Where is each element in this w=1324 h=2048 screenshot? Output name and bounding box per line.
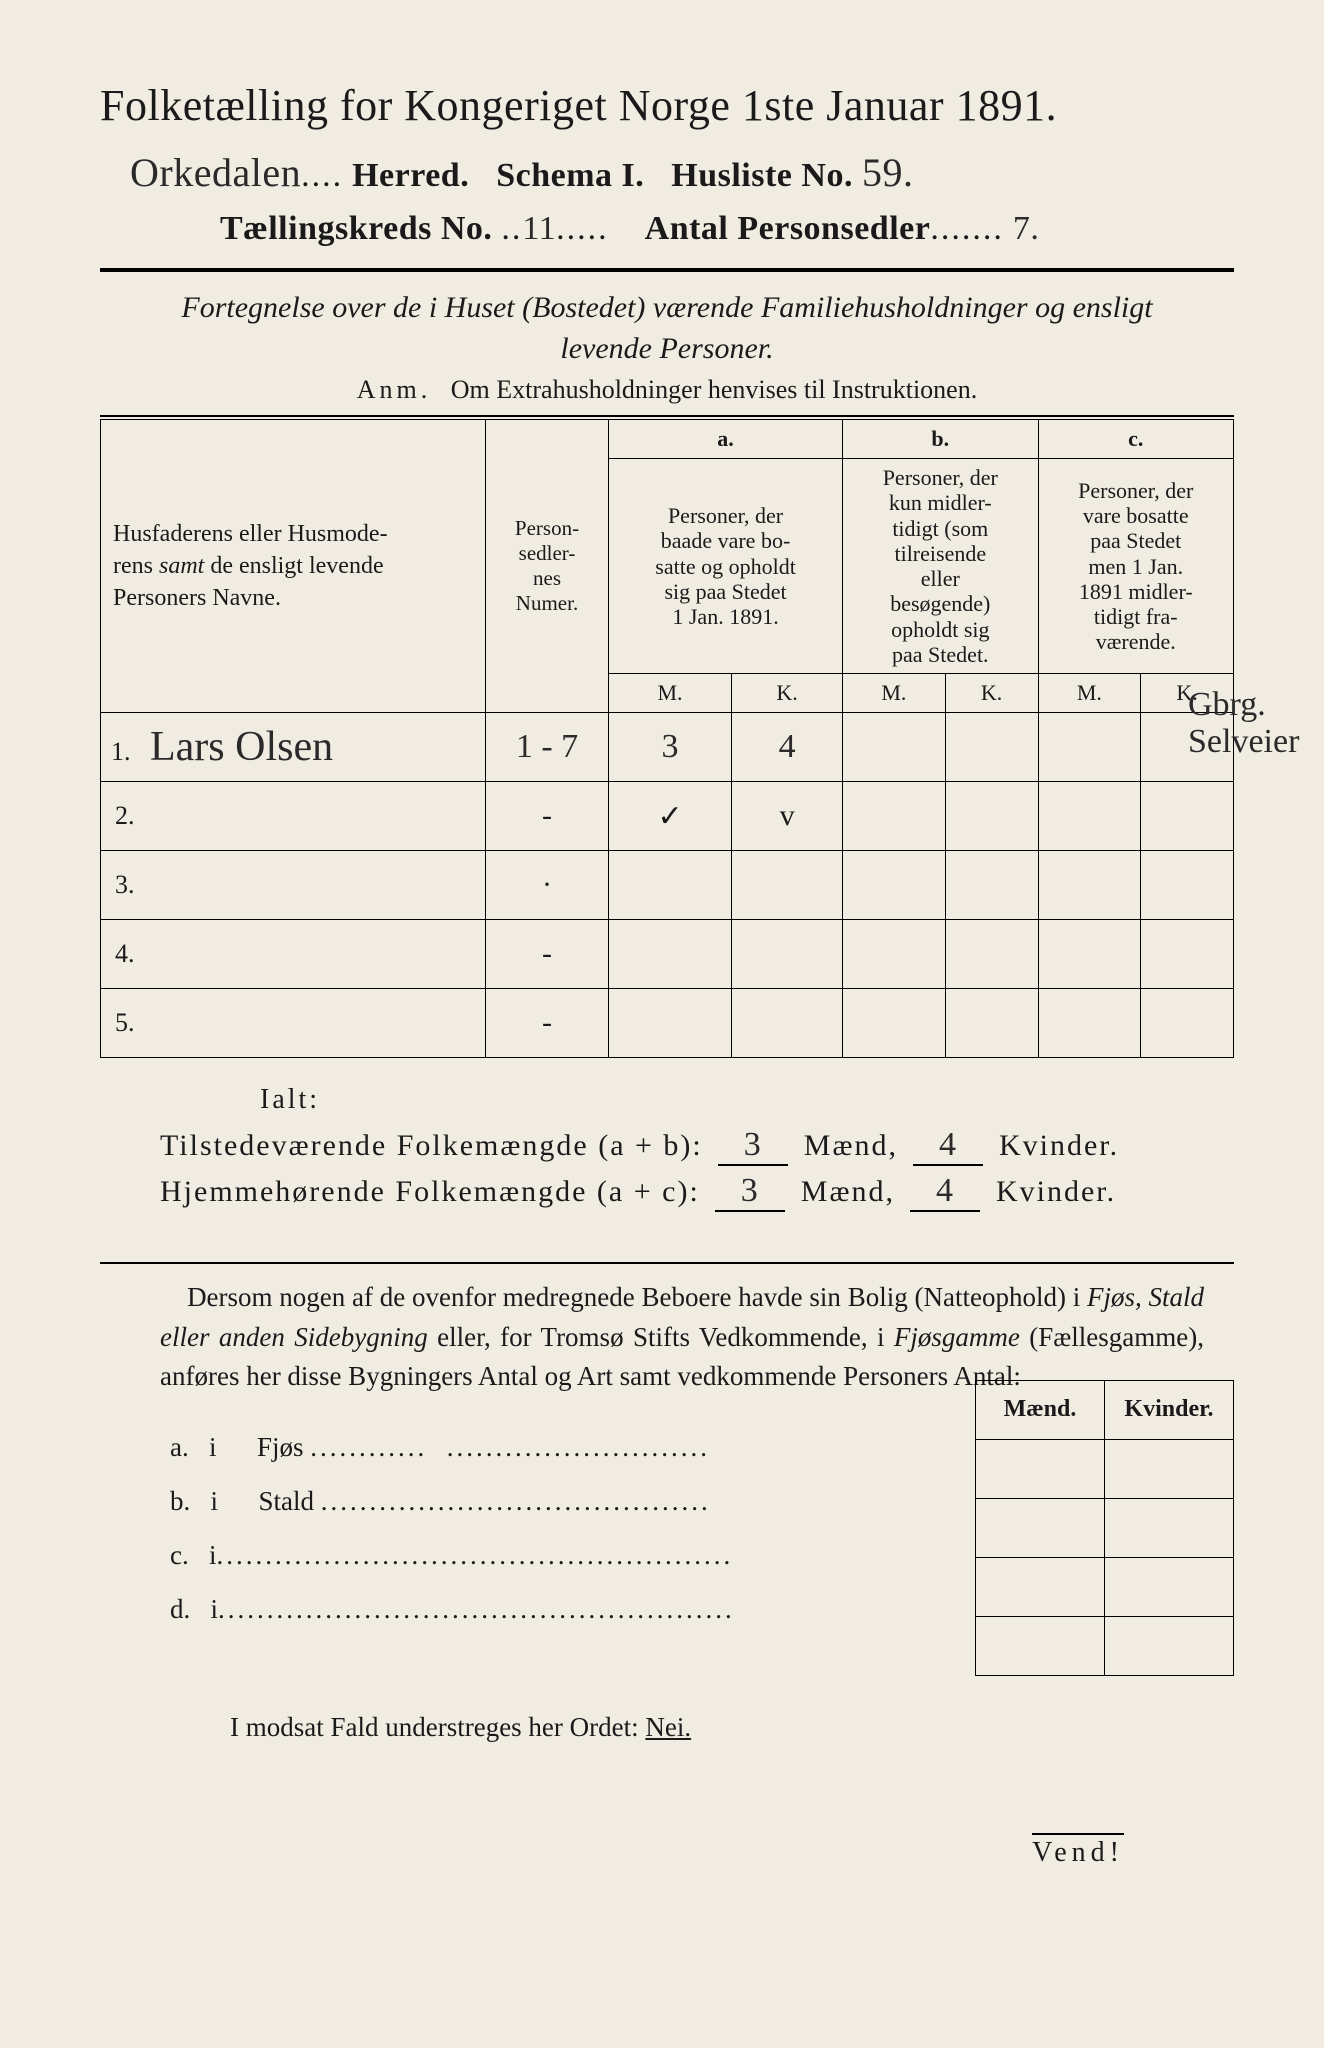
vend: Vend! xyxy=(1032,1833,1124,1869)
page-title: Folketælling for Kongeriget Norge 1ste J… xyxy=(100,80,1234,131)
ialt-label: Ialt: xyxy=(260,1084,1234,1116)
lower-section: a. i Fjøs ............ .................… xyxy=(170,1420,1234,1676)
nei-line: I modsat Fald understreges her Ordet: Ne… xyxy=(230,1712,1234,1743)
hdr-b: b. xyxy=(843,420,1038,459)
table-row: 1. Lars Olsen 1 - 7 3 4 xyxy=(101,713,1234,782)
hdr-a: a. xyxy=(609,420,843,459)
dots: .... xyxy=(301,157,343,194)
hdr-c: c. xyxy=(1038,420,1233,459)
paragraph: Dersom nogen af de ovenfor medregnede Be… xyxy=(160,1278,1204,1395)
rule-3 xyxy=(100,1262,1234,1264)
main-table: Husfaderens eller Husmode-rens samt de e… xyxy=(100,419,1234,1058)
desc-c: Personer, dervare bosattepaa Stedetmen 1… xyxy=(1038,459,1233,674)
entry-name: Lars Olsen xyxy=(150,724,333,770)
anm-label: Anm. xyxy=(357,375,432,404)
title-year: 1891. xyxy=(956,81,1058,130)
anm-text: Om Extrahusholdninger henvises til Instr… xyxy=(451,375,977,404)
mk: M. xyxy=(843,674,946,713)
total-hjemme: Hjemmehørende Folkemængde (a + c): 3 Mæn… xyxy=(160,1172,1234,1212)
subtitle: Fortegnelse over de i Huset (Bostedet) v… xyxy=(100,288,1234,369)
antal-no: 7. xyxy=(1013,210,1040,247)
mk: M. xyxy=(1038,674,1141,713)
antal-label: Antal Personsedler xyxy=(645,210,931,247)
rule-2 xyxy=(100,415,1234,417)
table-row: 5. - xyxy=(101,989,1234,1058)
lower-table: Mænd.Kvinder. xyxy=(975,1380,1234,1676)
header-line-3: Tællingskreds No. ..11..... Antal Person… xyxy=(100,210,1234,248)
rule-1 xyxy=(100,268,1234,272)
header-line-2: Orkedalen.... Herred. Schema I. Husliste… xyxy=(100,149,1234,196)
herred-label: Herred. xyxy=(352,157,469,194)
title-text: Folketælling for Kongeriget Norge 1ste J… xyxy=(100,81,944,130)
mk: M. xyxy=(609,674,732,713)
kreds-label: Tællingskreds No. xyxy=(220,210,492,247)
herred-name: Orkedalen xyxy=(130,150,301,195)
table-row: 4. - xyxy=(101,920,1234,989)
desc-a: Personer, derbaade vare bo-satte og opho… xyxy=(609,459,843,674)
total-tilstede: Tilstedeværende Folkemængde (a + b): 3 M… xyxy=(160,1126,1234,1166)
subtitle-1: Fortegnelse over de i Huset (Bostedet) v… xyxy=(181,291,1152,324)
desc-b: Personer, derkun midler-tidigt (somtilre… xyxy=(843,459,1038,674)
subtitle-2: levende Personer. xyxy=(560,332,773,365)
kreds-no: 11 xyxy=(522,210,556,247)
table-row: 3. · xyxy=(101,851,1234,920)
lower-list: a. i Fjøs ............ .................… xyxy=(170,1420,963,1636)
table-row: 2. - ✓ v xyxy=(101,782,1234,851)
mk: K. xyxy=(945,674,1038,713)
husliste-no: 59. xyxy=(862,150,914,195)
anm-line: Anm. Om Extrahusholdninger henvises til … xyxy=(100,375,1234,405)
schema-label: Schema I. xyxy=(496,157,644,194)
margin-note: Gbrg. Selveier xyxy=(1188,686,1308,761)
husliste-label: Husliste No. xyxy=(671,157,853,194)
mk: K. xyxy=(732,674,843,713)
